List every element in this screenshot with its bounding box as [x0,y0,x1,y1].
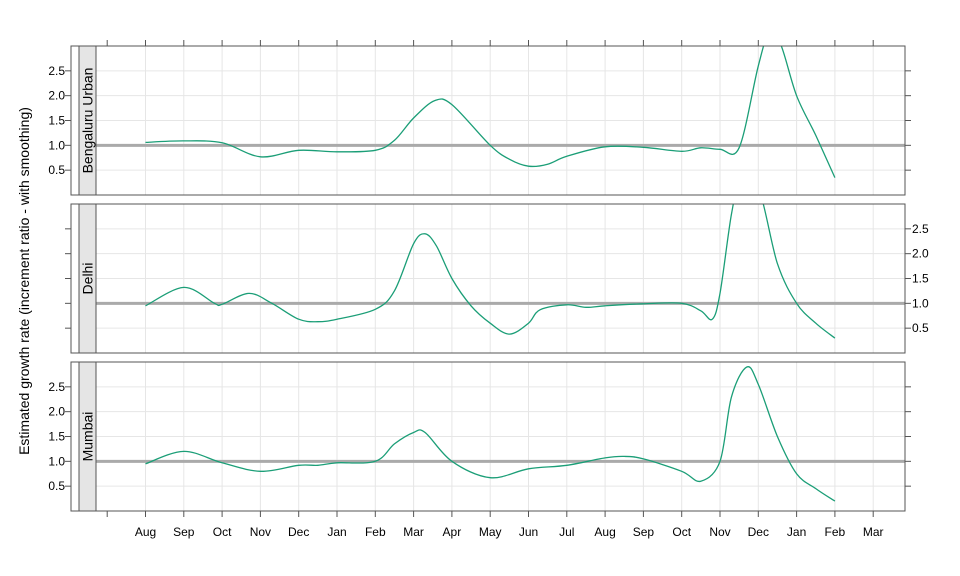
xtick-label: Mar [863,525,884,539]
xtick-label: Dec [288,525,309,539]
series-line-delhi [145,204,836,339]
xtick-label: Aug [135,525,156,539]
xtick-label: Feb [825,525,846,539]
xtick-label: Mar [403,525,424,539]
xtick-label: Oct [213,525,232,539]
ytick-label-bengaluru-urban: 2.5 [48,64,65,78]
ytick-label-bengaluru-urban: 1.5 [48,114,65,128]
ytick-label-delhi: 0.5 [912,321,929,335]
strip-label-delhi: Delhi [80,263,96,295]
ytick-label-bengaluru-urban: 0.5 [48,163,65,177]
ytick-label-delhi: 1.0 [912,296,929,310]
xtick-label: Aug [594,525,615,539]
strip-label-bengaluru-urban: Bengaluru Urban [80,68,96,174]
xtick-label: Nov [709,525,730,539]
ytick-label-bengaluru-urban: 2.0 [48,89,65,103]
xtick-label: Nov [250,525,271,539]
ytick-label-delhi: 2.0 [912,247,929,261]
strip-mumbai [78,361,97,512]
ytick-label-delhi: 2.5 [912,222,929,236]
xtick-label: Jul [559,525,574,539]
ytick-label-mumbai: 0.5 [48,479,65,493]
xtick-label: Dec [748,525,769,539]
xtick-label: Jun [519,525,538,539]
xtick-label: Sep [633,525,655,539]
series-line-bengaluru-urban [145,46,836,178]
ytick-label-mumbai: 2.5 [48,380,65,394]
xtick-label: Jan [787,525,806,539]
ytick-label-mumbai: 1.5 [48,430,65,444]
series-line-mumbai [145,366,836,502]
xtick-label: Sep [173,525,195,539]
ytick-label-bengaluru-urban: 1.0 [48,138,65,152]
ytick-label-delhi: 1.5 [912,272,929,286]
xtick-label: Jan [327,525,346,539]
ytick-label-mumbai: 2.0 [48,405,65,419]
strip-label-mumbai: Mumbai [80,412,96,462]
xtick-label: Oct [672,525,691,539]
xtick-label: Apr [443,525,462,539]
xtick-label: Feb [365,525,386,539]
ytick-label-mumbai: 1.0 [48,454,65,468]
y-axis-label: Estimated growth rate (increment ratio -… [16,107,32,455]
xtick-label: May [479,525,502,539]
strip-delhi [78,203,97,354]
strip-bengaluru-urban [78,45,97,196]
